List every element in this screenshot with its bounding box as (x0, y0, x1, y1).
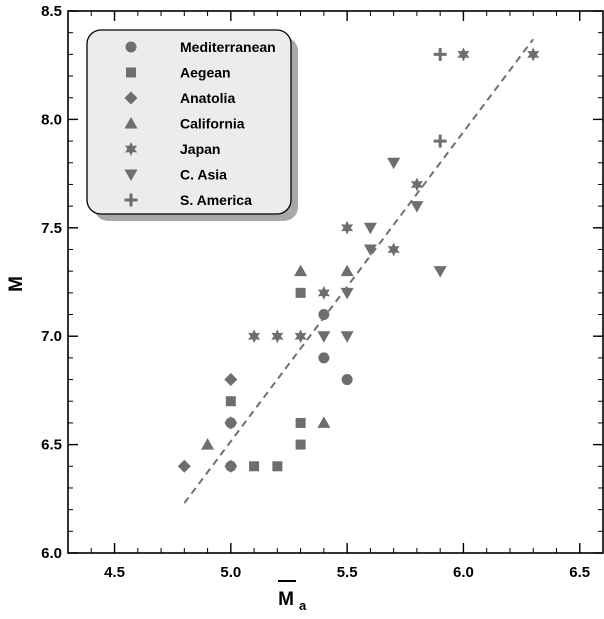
mediterranean-point (318, 352, 330, 364)
x-tick-label: 5.0 (220, 564, 241, 581)
c-asia-point (433, 266, 447, 278)
japan-point (248, 329, 261, 344)
japan-point (387, 242, 400, 257)
y-tick-label: 6.0 (41, 545, 62, 562)
y-axis-title: M (6, 276, 27, 292)
anatolia-point (224, 373, 238, 387)
legend-label-japan: Japan (180, 141, 220, 157)
aegean-point (295, 287, 306, 298)
s-america-point (433, 47, 447, 61)
aegean-point (295, 439, 306, 450)
japan-point (294, 329, 307, 344)
anatolia-point (224, 459, 238, 473)
plot-area (67, 10, 604, 554)
plot-frame (67, 10, 604, 554)
legend-label-anatolia: Anatolia (180, 90, 235, 106)
x-axis-title-subscript: a (299, 598, 307, 613)
aegean-point (249, 461, 260, 472)
anatolia-point (177, 459, 191, 473)
aegean-point (225, 396, 236, 407)
y-tick-label: 8.5 (41, 3, 62, 20)
c-asia-point (317, 331, 331, 343)
y-tick-label: 7.5 (41, 220, 62, 237)
japan-point (271, 329, 284, 344)
legend-label-california: California (180, 116, 245, 132)
aegean-point (295, 417, 306, 428)
mediterranean-point (318, 309, 330, 321)
aegean-point (272, 461, 283, 472)
y-tick-label: 8.0 (41, 111, 62, 128)
fit-line-layer (183, 38, 535, 504)
x-axis-title: M (278, 589, 294, 610)
legend-label-c-asia: C. Asia (180, 167, 227, 183)
legend-marker-mediterranean (125, 41, 137, 53)
c-asia-point (340, 331, 354, 343)
x-tick-label: 6.5 (569, 564, 590, 581)
c-asia-point (363, 222, 377, 235)
axes: 4.5 5.0 5.5 6.0 6.5 6.0 6.5 7.0 7.5 8.0 8.5 (41, 3, 604, 581)
japan-point (527, 47, 540, 62)
california-point (317, 416, 331, 428)
legend-marker-anatolia (124, 91, 138, 105)
california-point (294, 264, 308, 277)
x-tick-label: 5.5 (337, 564, 358, 581)
y-tick-label: 6.5 (41, 437, 62, 454)
japan-point (410, 177, 423, 192)
s-america-point (433, 134, 447, 148)
legend-marker-japan (124, 142, 138, 156)
c-asia-point (340, 287, 354, 300)
mediterranean-point (341, 374, 353, 386)
legend-box (86, 29, 292, 215)
legend-marker-california (124, 117, 138, 129)
legend-marker-aegean (126, 67, 136, 78)
japan-point (341, 220, 354, 235)
california-point (340, 264, 354, 277)
japan-point (457, 47, 470, 62)
legend-label-aegean: Aegean (180, 65, 231, 81)
japan-point (317, 285, 330, 300)
legend-marker-s-america (124, 193, 138, 207)
legend-marker-c-asia (124, 169, 138, 181)
c-asia-point (363, 244, 377, 256)
regression-line (183, 38, 535, 504)
legend-label-mediterranean: Mediterranean (180, 39, 276, 55)
y-tick-label: 7.0 (41, 328, 62, 345)
c-asia-point (387, 157, 401, 170)
c-asia-point (410, 201, 424, 213)
california-point (201, 438, 215, 450)
legend: Mediterranean Aegean Anatolia California Jap… (86, 29, 298, 221)
x-tick-label: 6.0 (453, 564, 474, 581)
anatolia-point (224, 416, 238, 430)
data-points (177, 47, 540, 473)
x-tick-label: 4.5 (104, 564, 125, 581)
legend-label-s-america: S. America (180, 192, 252, 208)
